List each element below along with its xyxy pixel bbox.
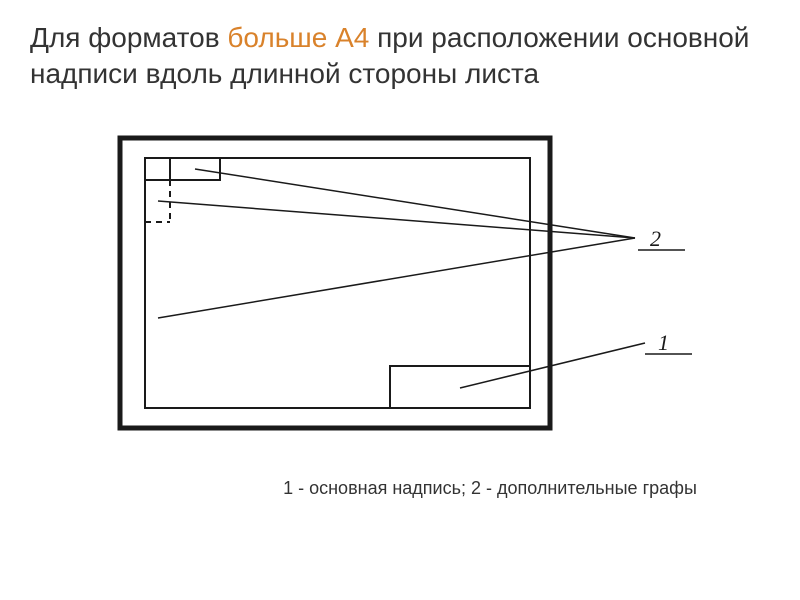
heading-text: Для форматов больше А4 при расположении … [30,20,770,93]
svg-text:1: 1 [658,330,669,355]
svg-text:2: 2 [650,226,661,251]
diagram-container: 21 [90,118,710,448]
heading-prefix: Для форматов [30,22,227,53]
caption-text: 1 - основная надпись; 2 - дополнительные… [210,478,770,499]
technical-diagram: 21 [90,118,710,448]
heading-highlight: больше А4 [227,22,369,53]
